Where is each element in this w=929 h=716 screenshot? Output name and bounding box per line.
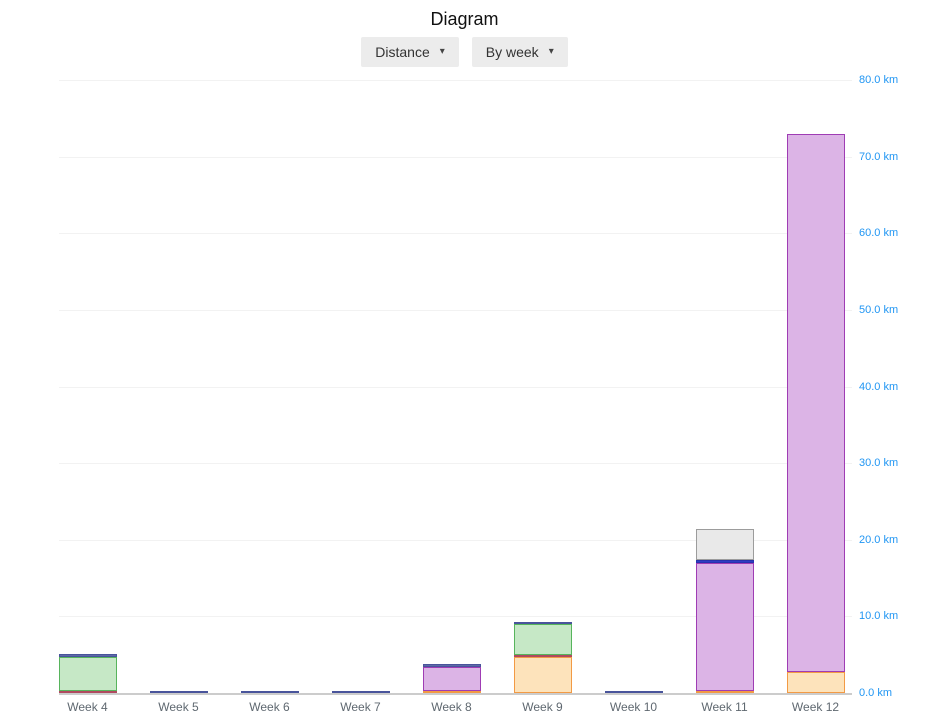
bar-segment-navy[interactable]: [58, 654, 117, 657]
gridline: [59, 309, 852, 311]
gridline: [59, 156, 852, 158]
x-axis-label: Week 7: [340, 700, 381, 714]
metric-dropdown-label: Distance: [375, 44, 430, 60]
bar-week-6[interactable]: [240, 690, 299, 693]
gridline: [59, 616, 852, 618]
bar-segment-navy[interactable]: [240, 690, 299, 693]
bar-week-11[interactable]: [695, 529, 754, 693]
bar-segment-gray[interactable]: [695, 529, 754, 560]
bar-segment-rose[interactable]: [513, 655, 572, 657]
bar-week-8[interactable]: [422, 663, 481, 693]
bar-week-10[interactable]: [604, 690, 663, 693]
bar-week-7[interactable]: [331, 690, 390, 693]
grouping-dropdown[interactable]: By week ▾: [471, 37, 568, 67]
y-axis-tick-label: 50.0 km: [859, 303, 899, 316]
bar-segment-navy[interactable]: [513, 622, 572, 625]
bar-segment-rose[interactable]: [58, 690, 117, 693]
grouping-dropdown-label: By week: [485, 44, 539, 60]
bar-segment-orange[interactable]: [513, 657, 572, 693]
bar-segment-navy[interactable]: [149, 690, 208, 693]
gridline: [59, 463, 852, 465]
bar-segment-navy[interactable]: [604, 690, 663, 693]
x-axis-label: Week 10: [609, 700, 658, 714]
bar-segment-green[interactable]: [513, 624, 572, 656]
y-axis-tick-label: 70.0 km: [859, 150, 899, 163]
gridline: [59, 80, 852, 81]
toolbar: Distance ▾ By week ▾: [0, 37, 929, 67]
bar-segment-purple[interactable]: [695, 563, 754, 692]
y-axis-tick-label: 60.0 km: [859, 227, 899, 240]
bar-week-12[interactable]: [786, 134, 845, 693]
chart-plot-area: 0.0 km 10.0 km 20.0 km 30.0 km 40.0 km 50.0 k…: [58, 74, 898, 714]
page-title: Diagram: [430, 9, 499, 29]
x-axis-label: Week 12: [791, 700, 840, 714]
y-axis-tick-label: 40.0 km: [859, 380, 899, 393]
bar-segment-blue[interactable]: [695, 559, 754, 564]
y-axis-tick-label: 0.0 km: [859, 687, 893, 699]
bar-segment-navy[interactable]: [331, 690, 390, 693]
bar-week-5[interactable]: [149, 690, 208, 693]
y-axis-tick-label: 20.0 km: [859, 533, 899, 546]
bar-segment-green[interactable]: [58, 657, 117, 691]
chevron-down-icon: ▾: [439, 46, 445, 57]
bar-segment-orange[interactable]: [422, 691, 481, 693]
bar-segment-purple[interactable]: [786, 134, 845, 672]
x-axis-label: Week 11: [701, 700, 748, 714]
bar-week-9[interactable]: [513, 622, 572, 693]
y-axis-tick-label: 10.0 km: [859, 610, 899, 623]
metric-dropdown[interactable]: Distance ▾: [361, 37, 459, 67]
chevron-down-icon: ▾: [548, 46, 554, 57]
bar-segment-purple[interactable]: [422, 666, 481, 692]
x-axis-label: Week 6: [249, 700, 290, 714]
gridline: [59, 233, 852, 235]
gridline: [59, 386, 852, 388]
x-axis-label: Week 9: [522, 700, 563, 714]
gridline: [59, 539, 852, 541]
y-axis-tick-label: 80.0 km: [859, 74, 899, 86]
x-axis-label: Week 5: [158, 700, 199, 714]
bar-segment-navy[interactable]: [422, 663, 481, 667]
y-axis-tick-label: 30.0 km: [859, 457, 899, 470]
x-axis-label: Week 8: [431, 700, 472, 714]
x-axis-label: Week 4: [67, 700, 108, 714]
bar-week-4[interactable]: [58, 654, 117, 693]
bar-segment-orange[interactable]: [786, 671, 845, 693]
bar-segment-orange[interactable]: [695, 691, 754, 693]
